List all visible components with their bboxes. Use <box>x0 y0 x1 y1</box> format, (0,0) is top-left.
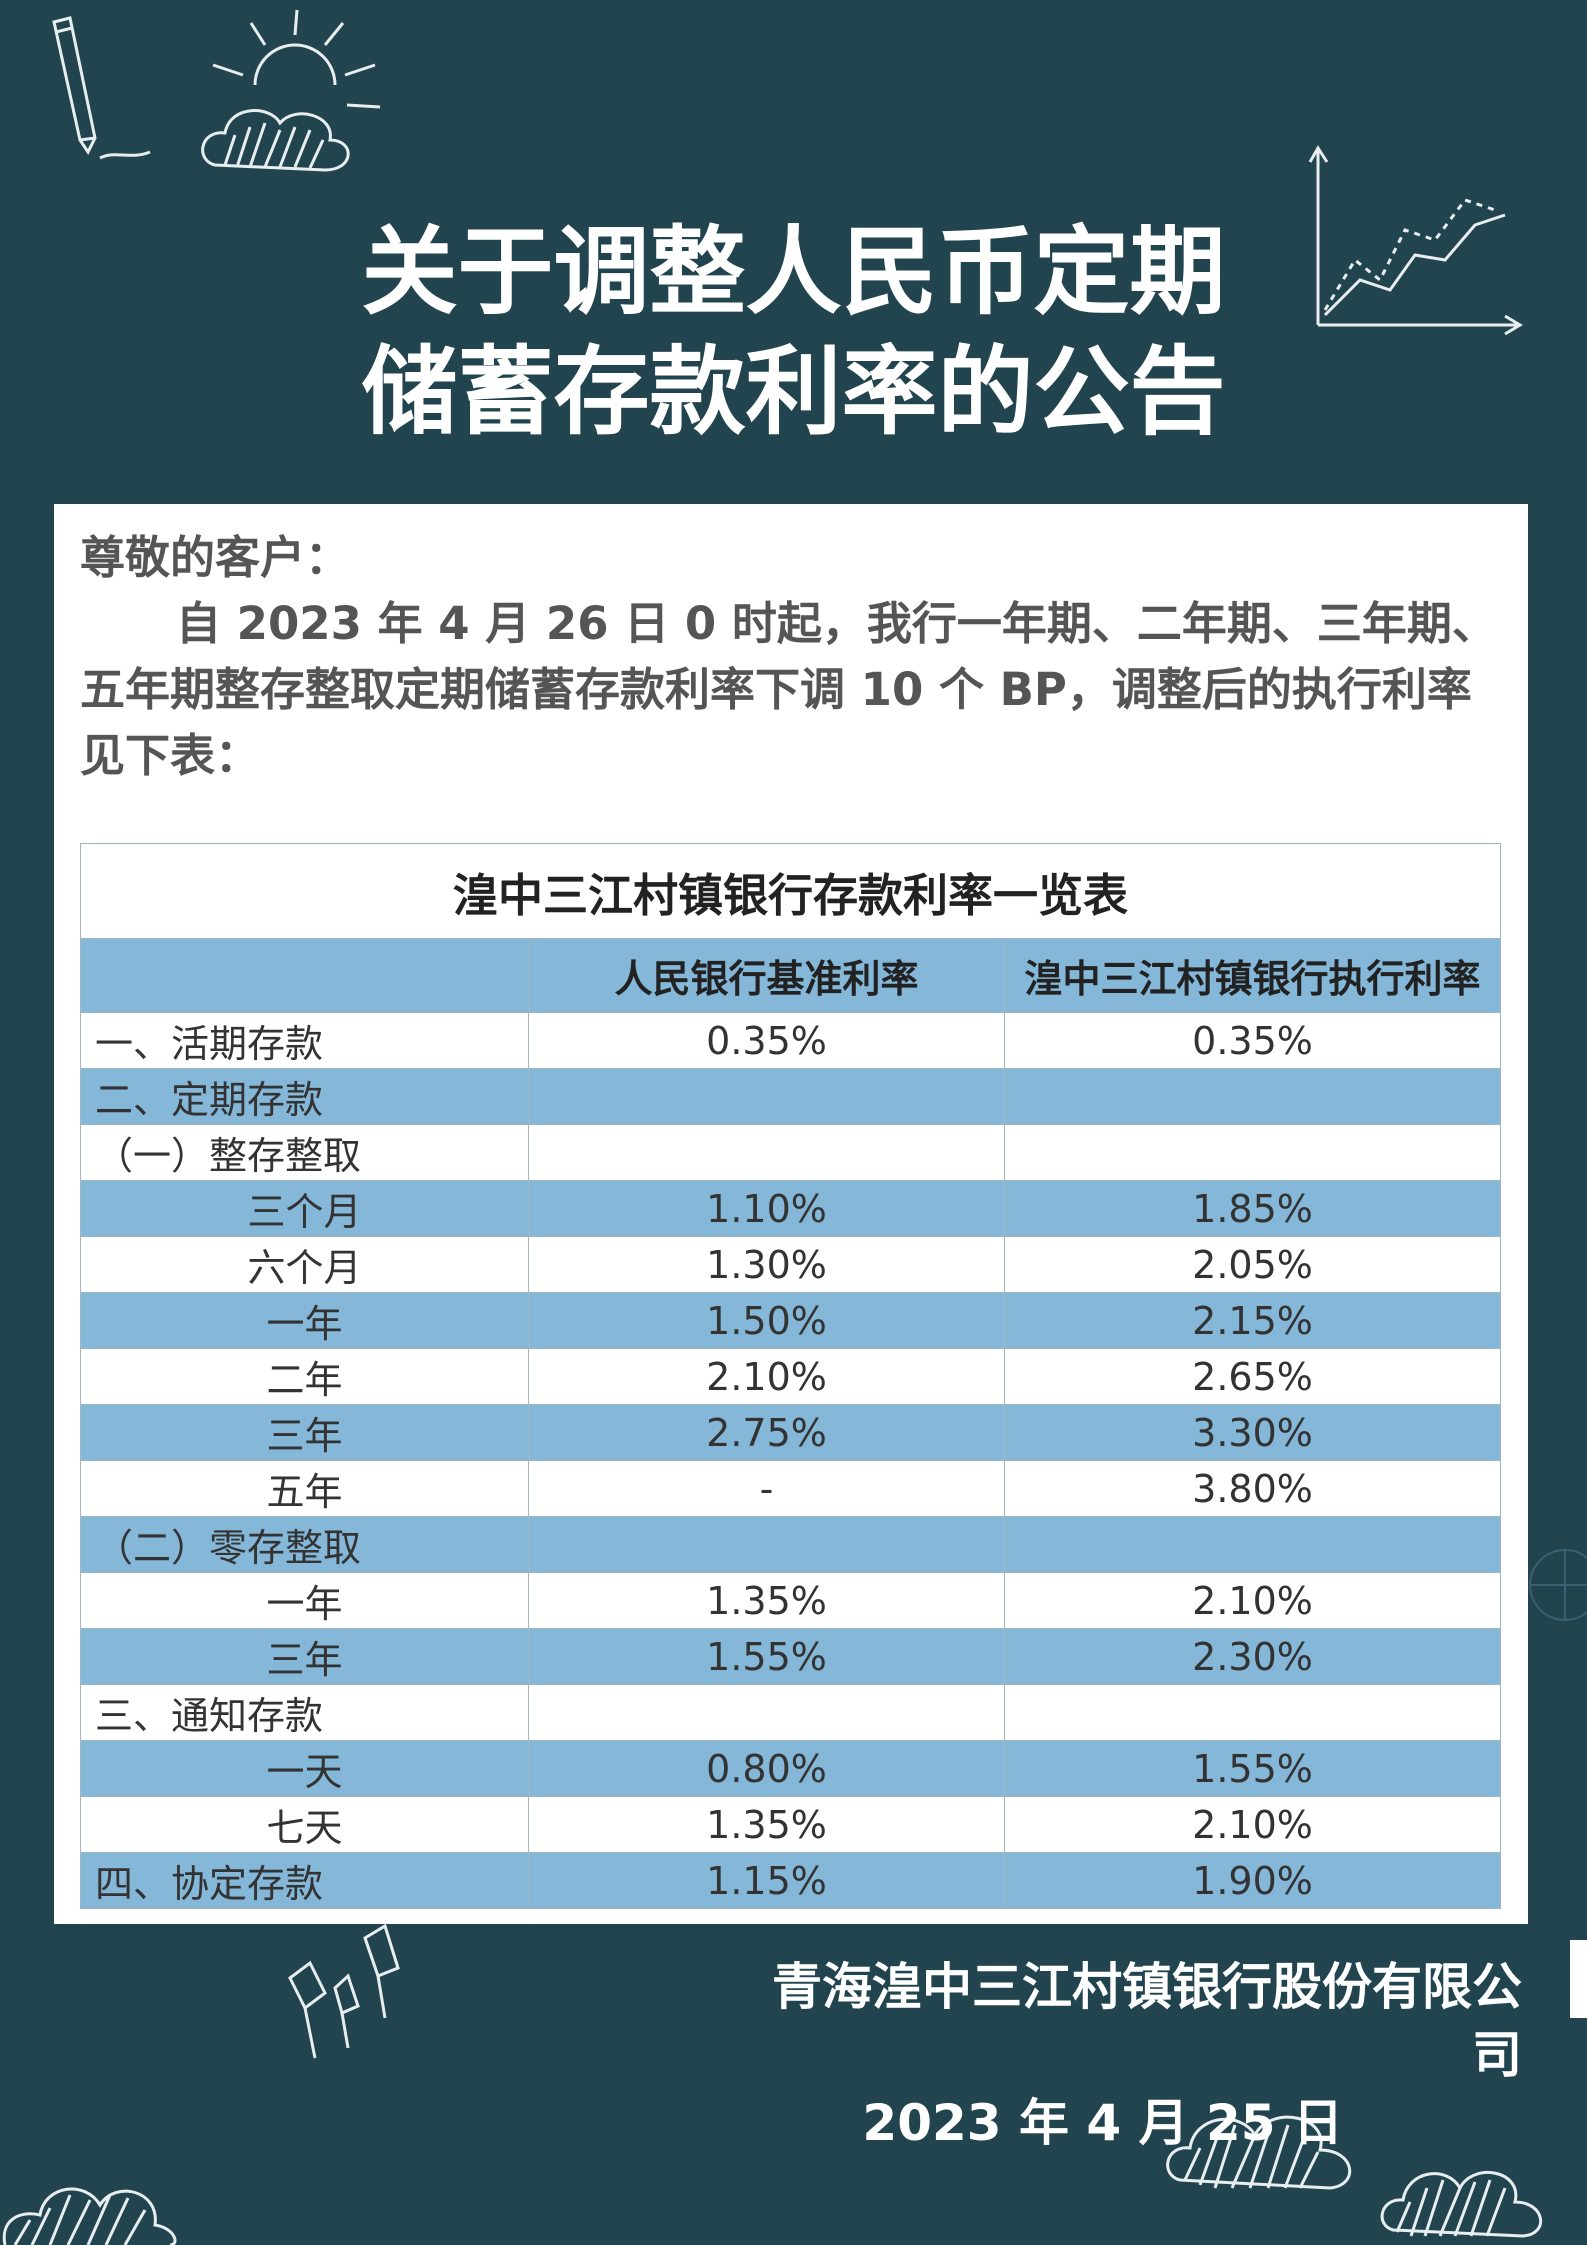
table-row: 五年 -3.80% <box>80 1460 1502 1517</box>
base-rate-cell: 1.50% <box>528 1292 1005 1349</box>
exec-rate-cell <box>1003 1068 1502 1125</box>
exec-rate-cell: 0.35% <box>1003 1012 1502 1069</box>
edge-mark <box>1570 1940 1587 2018</box>
table-row: 六个月 1.30% 2.05% <box>80 1236 1502 1293</box>
base-rate-cell <box>528 1068 1005 1125</box>
title-line-2: 储蓄存款利率的公告 <box>361 336 1226 448</box>
row-label: 六个月 <box>80 1236 529 1293</box>
globe-icon <box>1529 1549 1587 1621</box>
exec-rate-cell: 2.30% <box>1003 1628 1502 1685</box>
table-row: （二）零存整取 <box>80 1516 1502 1573</box>
row-label: （二）零存整取 <box>80 1516 529 1573</box>
rate-table: 湟中三江村镇银行存款利率一览表 人民银行基准利率 湟中三江村镇银行执行利率 一、… <box>79 843 1502 1909</box>
rate-table-body: 一、活期存款 0.35% 0.35% 二、定期存款 （一）整存整取 三个月 1.10% 1.8… <box>80 1012 1502 1909</box>
exec-rate-cell <box>1003 1684 1502 1741</box>
column-header-base-rate: 人民银行基准利率 <box>528 938 1005 1013</box>
base-rate-cell: 1.15% <box>528 1852 1005 1909</box>
greeting: 尊敬的客户： <box>80 531 351 584</box>
row-label: 五年 <box>80 1460 529 1517</box>
base-rate-cell: 1.30% <box>528 1236 1005 1293</box>
table-row: 三年 2.75% 3.30% <box>80 1404 1502 1461</box>
table-row: 一天 0.80% 1.55% <box>80 1740 1502 1797</box>
base-rate-cell: 0.35% <box>528 1012 1005 1069</box>
base-rate-cell <box>528 1124 1005 1181</box>
exec-rate-cell: 1.90% <box>1003 1852 1502 1909</box>
row-label: （一）整存整取 <box>80 1124 529 1181</box>
exec-rate-cell <box>1003 1124 1502 1181</box>
table-caption: 湟中三江村镇银行存款利率一览表 <box>79 843 1502 939</box>
base-rate-cell: 0.80% <box>528 1740 1005 1797</box>
exec-rate-cell: 3.30% <box>1003 1404 1502 1461</box>
table-row: 四、协定存款 1.15% 1.90% <box>80 1852 1502 1909</box>
table-row: 三个月 1.10% 1.85% <box>80 1180 1502 1237</box>
exec-rate-cell: 2.10% <box>1003 1796 1502 1853</box>
cloud-icon <box>1380 2171 1542 2238</box>
exec-rate-cell: 2.10% <box>1003 1572 1502 1629</box>
row-label: 三个月 <box>80 1180 529 1237</box>
table-row: 一年 1.35% 2.10% <box>80 1572 1502 1629</box>
row-label: 三年 <box>80 1404 529 1461</box>
row-label: 一年 <box>80 1292 529 1349</box>
base-rate-cell: 2.10% <box>528 1348 1005 1405</box>
line-chart-icon <box>1308 145 1523 336</box>
page-title: 关于调整人民币定期 储蓄存款利率的公告 <box>0 212 1587 452</box>
cloud-icon <box>2 2187 177 2245</box>
table-row: 七天 1.35% 2.10% <box>80 1796 1502 1853</box>
base-rate-cell: - <box>528 1460 1005 1517</box>
row-label: 二年 <box>80 1348 529 1405</box>
exec-rate-cell: 1.85% <box>1003 1180 1502 1237</box>
issue-date: 2023 年 4 月 25 日 <box>862 2094 1343 2152</box>
sun-cloud-icon <box>201 9 381 172</box>
pencil-icon <box>52 16 151 160</box>
exec-rate-cell: 1.55% <box>1003 1740 1502 1797</box>
table-row: 二、定期存款 <box>80 1068 1502 1125</box>
footer: 青海湟中三江村镇银行股份有限公司 2023 年 4 月 25 日 <box>740 1953 1540 2157</box>
notice-body: 自 2023 年 4 月 26 日 0 时起，我行一年期、二年期、三年期、五年期… <box>80 597 1497 782</box>
table-row: 三、通知存款 <box>80 1684 1502 1741</box>
row-label: 二、定期存款 <box>80 1068 529 1125</box>
table-row: 一、活期存款 0.35% 0.35% <box>80 1012 1502 1069</box>
table-row: 一年 1.50% 2.15% <box>80 1292 1502 1349</box>
exec-rate-cell: 2.05% <box>1003 1236 1502 1293</box>
table-row: 二年 2.10% 2.65% <box>80 1348 1502 1405</box>
table-row: （一）整存整取 <box>80 1124 1502 1181</box>
exec-rate-cell: 2.15% <box>1003 1292 1502 1349</box>
row-label: 七天 <box>80 1796 529 1853</box>
table-row: 三年 1.55% 2.30% <box>80 1628 1502 1685</box>
row-label: 一年 <box>80 1572 529 1629</box>
row-label: 四、协定存款 <box>80 1852 529 1909</box>
base-rate-cell: 2.75% <box>528 1404 1005 1461</box>
base-rate-cell: 1.10% <box>528 1180 1005 1237</box>
base-rate-cell <box>528 1516 1005 1573</box>
pen-nibs-icon <box>288 1923 400 2059</box>
row-label: 一天 <box>80 1740 529 1797</box>
base-rate-cell <box>528 1684 1005 1741</box>
title-line-1: 关于调整人民币定期 <box>361 216 1226 328</box>
row-label: 三、通知存款 <box>80 1684 529 1741</box>
row-label: 三年 <box>80 1628 529 1685</box>
exec-rate-cell <box>1003 1516 1502 1573</box>
column-header-item <box>80 938 529 1013</box>
cloud-icon <box>1166 2115 1352 2190</box>
base-rate-cell: 1.55% <box>528 1628 1005 1685</box>
exec-rate-cell: 2.65% <box>1003 1348 1502 1405</box>
notice-text: 尊敬的客户： 自 2023 年 4 月 26 日 0 时起，我行一年期、二年期、… <box>80 525 1500 789</box>
row-label: 一、活期存款 <box>80 1012 529 1069</box>
base-rate-cell: 1.35% <box>528 1796 1005 1853</box>
exec-rate-cell: 3.80% <box>1003 1460 1502 1517</box>
column-header-exec-rate: 湟中三江村镇银行执行利率 <box>1003 938 1502 1013</box>
company-name: 青海湟中三江村镇银行股份有限公司 <box>772 1958 1522 2084</box>
base-rate-cell: 1.35% <box>528 1572 1005 1629</box>
